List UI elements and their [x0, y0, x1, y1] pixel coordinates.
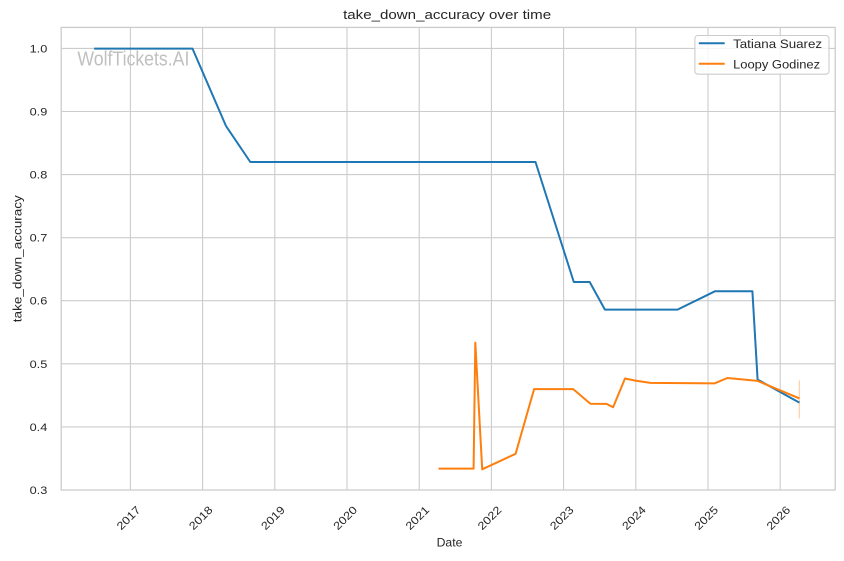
- svg-text:WolfTickets.AI: WolfTickets.AI: [77, 47, 189, 70]
- svg-text:0.9: 0.9: [30, 107, 48, 119]
- svg-text:Loopy Godinez: Loopy Godinez: [733, 57, 820, 71]
- svg-text:0.5: 0.5: [30, 359, 48, 371]
- svg-text:1.0: 1.0: [30, 43, 48, 55]
- svg-text:0.6: 0.6: [30, 296, 48, 308]
- svg-text:0.8: 0.8: [30, 170, 48, 182]
- svg-text:0.7: 0.7: [30, 233, 48, 245]
- svg-text:0.3: 0.3: [30, 485, 48, 497]
- svg-text:take_down_accuracy over time: take_down_accuracy over time: [343, 7, 551, 22]
- svg-text:Tatiana Suarez: Tatiana Suarez: [733, 37, 822, 51]
- svg-text:0.4: 0.4: [30, 422, 48, 434]
- svg-text:take_down_accuracy: take_down_accuracy: [11, 194, 25, 322]
- svg-text:Date: Date: [437, 536, 463, 550]
